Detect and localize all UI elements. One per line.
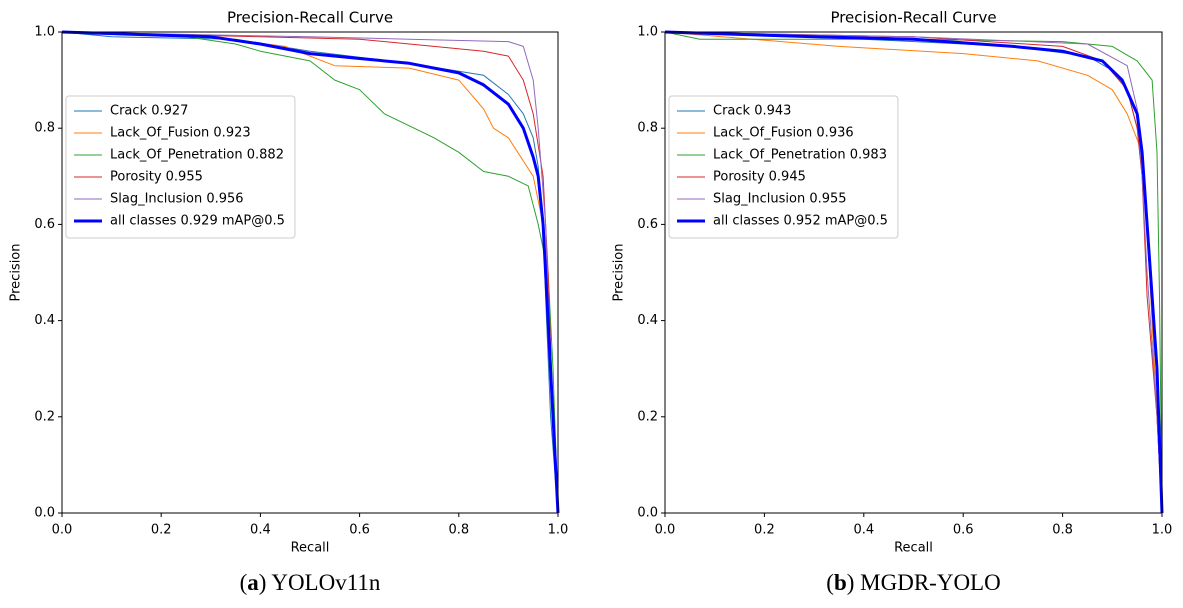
legend-label: all classes 0.929 mAP@0.5	[110, 214, 285, 229]
pr-curve	[61, 31, 559, 514]
x-tick-label: 1.0	[548, 523, 569, 538]
legend-label: Lack_Of_Penetration 0.882	[110, 148, 284, 163]
pr-curve	[664, 30, 1164, 514]
x-tick-label: 0.8	[448, 523, 469, 538]
x-tick-label: 1.0	[1152, 523, 1173, 538]
x-tick-label: 0.8	[1052, 523, 1073, 538]
legend-label: Porosity 0.945	[713, 170, 806, 185]
plot-frame	[61, 31, 559, 514]
y-tick-label: 0.6	[34, 217, 55, 232]
caption-part: ) YOLOv11n	[259, 570, 381, 595]
caption: (a) YOLOv11n	[240, 570, 381, 595]
caption-part: a	[247, 570, 259, 595]
y-tick-label: 1.0	[34, 25, 55, 40]
legend-box	[668, 95, 899, 239]
y-tick-label: 1.0	[637, 25, 658, 40]
legend-label: Crack 0.943	[713, 104, 791, 119]
y-axis-label: Precision	[9, 243, 24, 301]
pr-curve	[61, 31, 559, 514]
y-tick-label: 0.2	[637, 409, 658, 424]
caption-part: (	[826, 570, 834, 595]
y-tick-label: 0.0	[34, 506, 55, 521]
y-tick-label: 0.8	[34, 121, 55, 136]
legend-label: Lack_Of_Penetration 0.983	[713, 148, 887, 163]
y-tick-label: 0.2	[34, 409, 55, 424]
x-tick-label: 0.6	[349, 523, 370, 538]
x-tick-label: 0.2	[754, 523, 775, 538]
legend-label: Crack 0.927	[110, 104, 188, 119]
x-tick-label: 0.0	[52, 523, 73, 538]
pr-curve	[61, 30, 560, 514]
y-axis-label: Precision	[612, 243, 627, 301]
caption-part: b	[834, 570, 847, 595]
y-tick-label: 0.4	[637, 313, 658, 328]
legend-label: Slag_Inclusion 0.955	[713, 192, 847, 207]
legend-label: Porosity 0.955	[110, 170, 203, 185]
x-axis-label: Recall	[894, 541, 933, 556]
legend-box	[65, 95, 296, 239]
x-tick-label: 0.4	[853, 523, 874, 538]
x-tick-label: 0.0	[655, 523, 676, 538]
pr-curve	[664, 31, 1163, 514]
legend-label: Slag_Inclusion 0.956	[110, 192, 244, 207]
pr-curve	[664, 31, 1163, 514]
y-tick-label: 0.4	[34, 313, 55, 328]
x-axis-label: Recall	[291, 541, 330, 556]
caption: (b) MGDR-YOLO	[826, 570, 1000, 595]
caption-part: ) MGDR-YOLO	[847, 570, 1001, 595]
legend-label: all classes 0.952 mAP@0.5	[713, 214, 888, 229]
plot-frame	[664, 31, 1163, 514]
caption-part: (	[240, 570, 248, 595]
legend-label: Lack_Of_Fusion 0.936	[713, 126, 854, 141]
y-tick-label: 0.6	[637, 217, 658, 232]
legend-label: Lack_Of_Fusion 0.923	[110, 126, 251, 141]
x-tick-label: 0.6	[953, 523, 974, 538]
pr-curve	[664, 31, 1163, 514]
chart-title: Precision-Recall Curve	[830, 9, 996, 27]
y-tick-label: 0.0	[637, 506, 658, 521]
x-tick-label: 0.2	[151, 523, 172, 538]
y-tick-label: 0.8	[637, 121, 658, 136]
x-tick-label: 0.4	[250, 523, 271, 538]
chart-title: Precision-Recall Curve	[227, 9, 393, 27]
